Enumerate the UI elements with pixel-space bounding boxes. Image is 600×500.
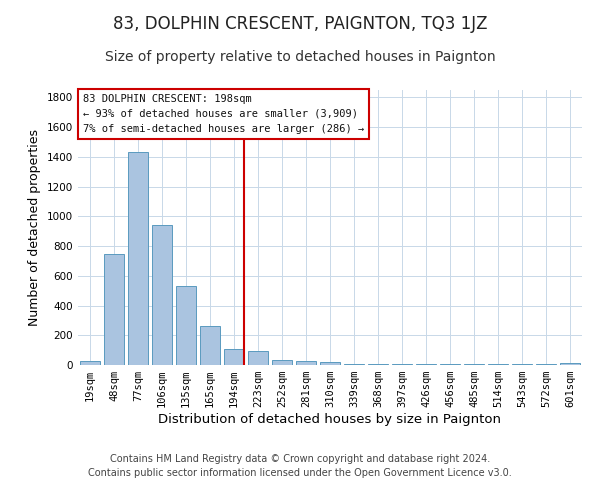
Text: 83 DOLPHIN CRESCENT: 198sqm
← 93% of detached houses are smaller (3,909)
7% of s: 83 DOLPHIN CRESCENT: 198sqm ← 93% of det… (83, 94, 364, 134)
Bar (200, 326, 220, 365)
Bar (176, 286, 196, 365)
Bar (296, 362, 316, 365)
Bar (152, 226, 172, 365)
Bar (80, 362, 100, 365)
Bar (512, 364, 532, 365)
Bar (560, 363, 580, 365)
Bar (248, 351, 268, 365)
Bar (320, 362, 340, 365)
Bar (464, 364, 484, 365)
Bar (488, 364, 508, 365)
Bar (392, 364, 412, 365)
Bar (104, 254, 124, 365)
Y-axis label: Number of detached properties: Number of detached properties (28, 129, 41, 326)
Text: Size of property relative to detached houses in Paignton: Size of property relative to detached ho… (104, 50, 496, 64)
Bar (368, 364, 388, 365)
Bar (128, 152, 148, 365)
Bar (440, 364, 460, 365)
Bar (224, 350, 244, 365)
Bar (344, 364, 364, 365)
Bar (416, 364, 436, 365)
Bar (272, 360, 292, 365)
Text: 83, DOLPHIN CRESCENT, PAIGNTON, TQ3 1JZ: 83, DOLPHIN CRESCENT, PAIGNTON, TQ3 1JZ (113, 15, 487, 33)
X-axis label: Distribution of detached houses by size in Paignton: Distribution of detached houses by size … (158, 413, 502, 426)
Text: Contains HM Land Registry data © Crown copyright and database right 2024.
Contai: Contains HM Land Registry data © Crown c… (88, 454, 512, 477)
Bar (536, 364, 556, 365)
